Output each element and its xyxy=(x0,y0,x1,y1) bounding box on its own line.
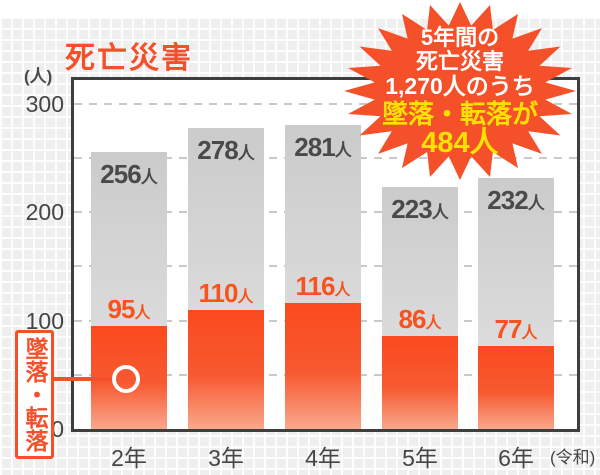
bar-year-4: 223人 86人 xyxy=(382,187,458,429)
person-suffix: 人 xyxy=(237,144,255,163)
bar-year-2: 278人 110人 xyxy=(188,128,264,429)
person-suffix: 人 xyxy=(134,305,151,322)
x-axis-tick-label-1: 2年 xyxy=(111,445,147,471)
badge-line-3: 1,270人のうち xyxy=(385,73,535,100)
person-suffix: 人 xyxy=(521,325,538,342)
total-value-label: 256人 xyxy=(100,159,158,189)
total-value-label: 232人 xyxy=(487,185,545,215)
starburst-badge-text: 5年間の 死亡災害 1,270人のうち 墜落・転落が 484人 xyxy=(342,0,578,186)
x-axis-tick-label-3: 4年 xyxy=(305,445,341,471)
era-note-label: (令和) xyxy=(550,448,596,467)
bar-year-1: 256人 95人 xyxy=(91,152,167,429)
callout-circle-marker xyxy=(112,365,140,393)
badge-line-5: 484人 xyxy=(421,127,499,160)
falls-value-label: 95人 xyxy=(107,294,151,324)
badge-line-1: 5年間の xyxy=(420,24,500,50)
y-axis-unit-label: (人) xyxy=(24,67,53,86)
person-suffix: 人 xyxy=(334,282,351,299)
person-suffix: 人 xyxy=(334,141,352,160)
chart-title: 死亡災害 xyxy=(65,42,193,75)
falls-segment xyxy=(285,303,361,429)
person-suffix: 人 xyxy=(527,194,545,213)
falls-value-label: 86人 xyxy=(398,304,442,334)
falls-segment xyxy=(478,346,554,429)
falls-category-label: 墜落・転落 xyxy=(22,337,48,452)
badge-line-4: 墜落・転落が xyxy=(381,98,538,129)
person-suffix: 人 xyxy=(140,168,158,187)
falls-value-label: 77人 xyxy=(494,314,538,344)
falls-category-label-box: 墜落・転落 xyxy=(15,330,54,459)
badge-line-2: 死亡災害 xyxy=(415,49,504,75)
y-axis-tick-label-0: 0 xyxy=(51,416,64,442)
total-value-label: 281人 xyxy=(294,132,352,162)
total-value-label: 278人 xyxy=(197,135,255,165)
person-suffix: 人 xyxy=(237,289,254,306)
starburst-shape xyxy=(344,2,576,180)
y-axis-tick-label-200: 200 xyxy=(25,199,64,225)
falls-segment xyxy=(188,310,264,429)
x-axis-tick-label-5: 6年 xyxy=(498,445,534,471)
bar-year-3: 281人 116人 xyxy=(285,125,361,429)
falls-segment xyxy=(382,336,458,429)
x-axis-tick-label-2: 3年 xyxy=(208,445,244,471)
person-suffix: 人 xyxy=(431,203,449,222)
gridline-300 xyxy=(74,103,577,105)
callout-connector-line xyxy=(52,377,116,381)
y-axis-tick-label-100: 100 xyxy=(25,308,64,334)
falls-value-label: 110人 xyxy=(198,278,254,308)
person-suffix: 人 xyxy=(425,315,442,332)
falls-value-label: 116人 xyxy=(295,271,351,301)
total-value-label: 223人 xyxy=(391,194,449,224)
y-axis-tick-label-300: 300 xyxy=(25,91,64,117)
starburst-badge xyxy=(344,2,576,180)
x-axis-tick-label-4: 5年 xyxy=(402,445,438,471)
plot-area: 256人 95人 278人 110人 281人 116人 223人 86人 232人 77人 xyxy=(71,77,580,432)
bar-year-5: 232人 77人 xyxy=(478,178,554,429)
